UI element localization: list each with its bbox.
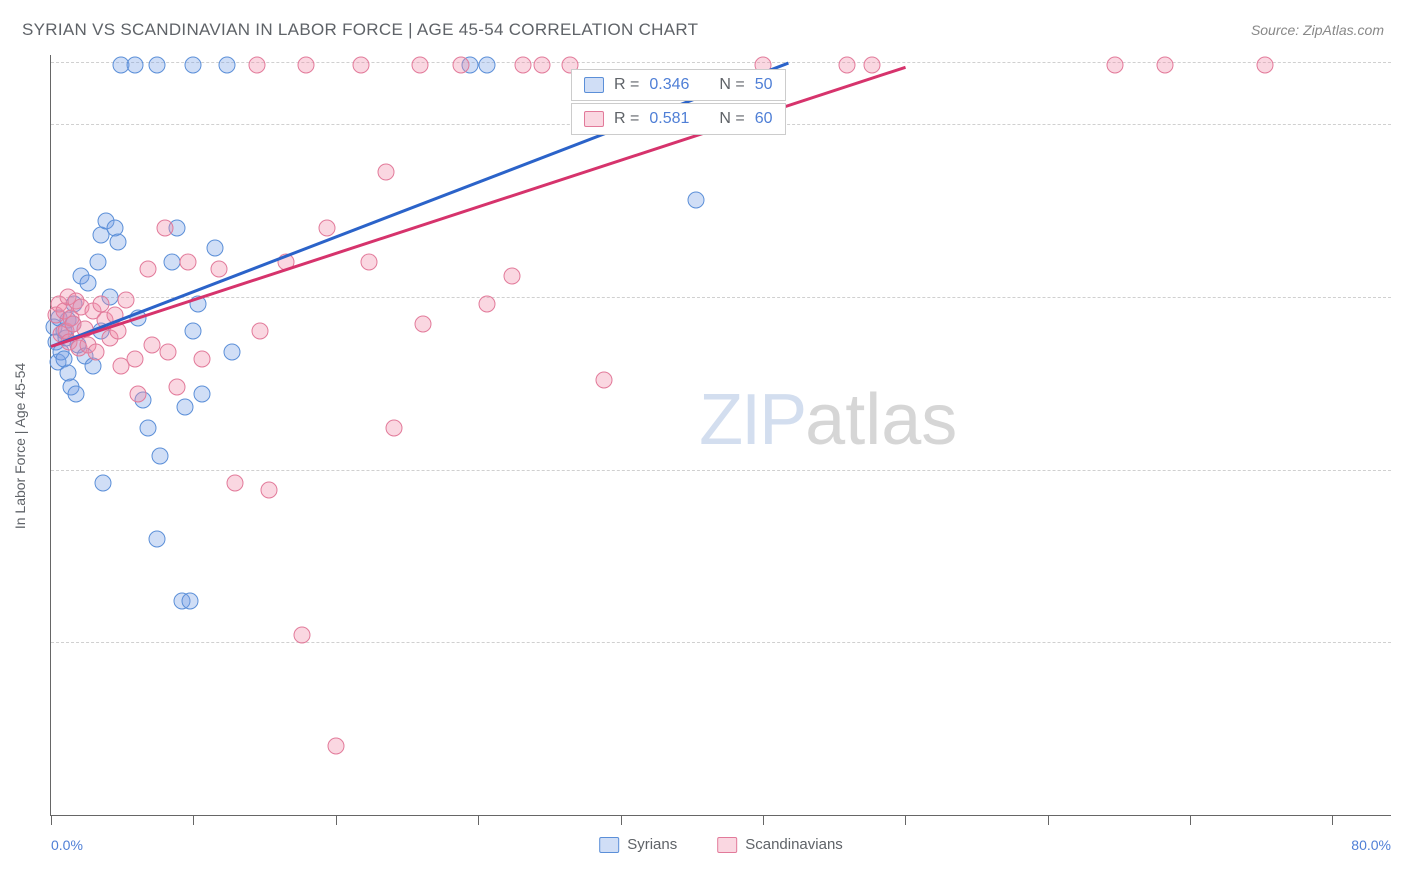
data-point (130, 385, 147, 402)
data-point (249, 56, 266, 73)
data-point (260, 482, 277, 499)
x-tick (478, 815, 479, 825)
data-point (148, 56, 165, 73)
gridline (51, 470, 1391, 471)
data-point (79, 275, 96, 292)
bottom-legend: Syrians Scandinavians (599, 836, 843, 853)
data-point (177, 399, 194, 416)
data-point (148, 530, 165, 547)
data-point (378, 164, 395, 181)
stat-r-label: R = (614, 76, 639, 94)
x-tick (51, 815, 52, 825)
stat-n-label: N = (719, 110, 744, 128)
data-point (478, 295, 495, 312)
data-point (1106, 56, 1123, 73)
legend-item-syrians: Syrians (599, 836, 677, 853)
stat-n-value: 60 (755, 110, 773, 128)
data-point (1257, 56, 1274, 73)
x-tick (1048, 815, 1049, 825)
stat-n-label: N = (719, 76, 744, 94)
x-tick-label: 0.0% (51, 837, 83, 853)
chart-title: SYRIAN VS SCANDINAVIAN IN LABOR FORCE | … (22, 20, 698, 40)
data-point (687, 192, 704, 209)
x-tick (763, 815, 764, 825)
data-point (863, 56, 880, 73)
data-point (210, 261, 227, 278)
data-point (1156, 56, 1173, 73)
data-point (126, 351, 143, 368)
x-tick (1190, 815, 1191, 825)
data-point (94, 475, 111, 492)
stat-r-value: 0.346 (649, 76, 689, 94)
data-point (595, 371, 612, 388)
correlation-stats-box: R = 0.581 N = 60 (571, 103, 786, 135)
data-point (193, 385, 210, 402)
stats-swatch (584, 111, 604, 127)
data-point (294, 627, 311, 644)
data-point (68, 385, 85, 402)
data-point (89, 254, 106, 271)
source-label: Source: ZipAtlas.com (1251, 22, 1384, 38)
data-point (227, 475, 244, 492)
data-point (140, 420, 157, 437)
data-point (533, 56, 550, 73)
data-point (411, 56, 428, 73)
data-point (297, 56, 314, 73)
data-point (515, 56, 532, 73)
legend-swatch-scandinavians (717, 837, 737, 853)
stat-r-label: R = (614, 110, 639, 128)
data-point (503, 268, 520, 285)
data-point (110, 233, 127, 250)
legend-label-scandinavians: Scandinavians (745, 836, 843, 853)
data-point (88, 344, 105, 361)
x-tick (905, 815, 906, 825)
gridline (51, 642, 1391, 643)
gridline (51, 297, 1391, 298)
data-point (118, 291, 135, 308)
data-point (319, 219, 336, 236)
data-point (140, 261, 157, 278)
data-point (163, 254, 180, 271)
data-point (180, 254, 197, 271)
data-point (361, 254, 378, 271)
data-point (126, 56, 143, 73)
data-point (168, 378, 185, 395)
data-point (143, 337, 160, 354)
x-tick (1332, 815, 1333, 825)
data-point (838, 56, 855, 73)
watermark: ZIPatlas (699, 379, 957, 461)
data-point (160, 344, 177, 361)
data-point (352, 56, 369, 73)
watermark-atlas: atlas (805, 380, 957, 460)
data-point (193, 351, 210, 368)
data-point (223, 344, 240, 361)
data-point (327, 737, 344, 754)
data-point (414, 316, 431, 333)
data-point (151, 447, 168, 464)
data-point (218, 56, 235, 73)
correlation-stats-box: R = 0.346 N = 50 (571, 69, 786, 101)
data-point (207, 240, 224, 257)
data-point (185, 56, 202, 73)
x-tick-label: 80.0% (1351, 837, 1391, 853)
data-point (185, 323, 202, 340)
legend-swatch-syrians (599, 837, 619, 853)
data-point (252, 323, 269, 340)
x-tick (621, 815, 622, 825)
legend-item-scandinavians: Scandinavians (717, 836, 843, 853)
y-axis-label: In Labor Force | Age 45-54 (12, 363, 28, 529)
stat-n-value: 50 (755, 76, 773, 94)
stat-r-value: 0.581 (649, 110, 689, 128)
x-tick (336, 815, 337, 825)
watermark-zip: ZIP (699, 380, 805, 460)
data-point (156, 219, 173, 236)
data-point (386, 420, 403, 437)
data-point (453, 56, 470, 73)
plot-area: ZIPatlas Syrians Scandinavians 62.5%87.5… (50, 55, 1391, 816)
stats-swatch (584, 77, 604, 93)
x-tick (193, 815, 194, 825)
legend-label-syrians: Syrians (627, 836, 677, 853)
data-point (182, 592, 199, 609)
data-point (478, 56, 495, 73)
